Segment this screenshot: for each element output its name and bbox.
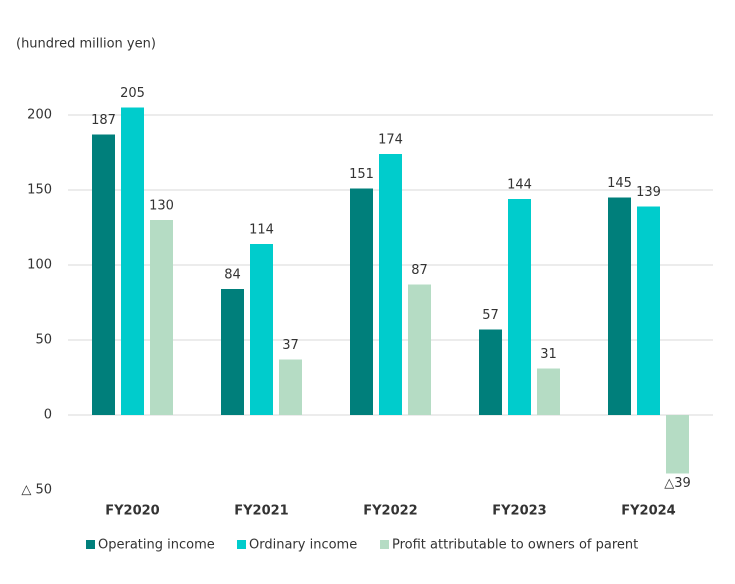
data-label: 139: [636, 185, 661, 200]
data-label: 187: [91, 113, 116, 128]
legend-swatch: [380, 540, 389, 549]
bar: [221, 289, 244, 415]
bar: [250, 244, 273, 415]
data-label: 57: [482, 308, 499, 323]
data-label: 114: [249, 223, 274, 238]
data-label: 130: [149, 199, 174, 214]
y-axis-title: (hundred million yen): [16, 37, 156, 52]
y-tick-label: 100: [27, 258, 52, 273]
bar: [479, 329, 502, 415]
bar: [350, 188, 373, 415]
legend-label: Profit attributable to owners of parent: [392, 538, 638, 553]
data-label: 87: [411, 263, 428, 278]
bar: [637, 206, 660, 415]
y-tick-label: 0: [44, 408, 52, 423]
y-tick-label: 150: [27, 183, 52, 198]
x-tick-label: FY2020: [105, 504, 159, 519]
x-tick-label: FY2021: [234, 504, 288, 519]
y-tick-label: 200: [27, 108, 52, 123]
data-label: 205: [120, 86, 145, 101]
data-label: 145: [607, 176, 632, 191]
bar: [379, 154, 402, 415]
data-label: 31: [540, 347, 557, 362]
data-label: △39: [664, 476, 691, 491]
data-label: 144: [507, 178, 532, 193]
bar: [92, 134, 115, 415]
y-tick-label: △ 50: [21, 483, 52, 498]
legend-swatch: [237, 540, 246, 549]
x-tick-label: FY2023: [492, 504, 546, 519]
x-tick-label: FY2022: [363, 504, 417, 519]
bar: [121, 107, 144, 415]
bar: [608, 197, 631, 415]
data-label: 151: [349, 167, 374, 182]
data-label: 84: [224, 268, 241, 283]
bar: [279, 359, 302, 415]
data-label: 174: [378, 133, 403, 148]
bar: [666, 415, 689, 474]
bar: [150, 220, 173, 415]
x-tick-label: FY2024: [621, 504, 675, 519]
legend-swatch: [86, 540, 95, 549]
bar: [537, 368, 560, 415]
bar: [408, 284, 431, 415]
legend-label: Operating income: [98, 538, 215, 553]
y-tick-label: 50: [35, 333, 52, 348]
legend-label: Ordinary income: [249, 538, 357, 553]
bar: [508, 199, 531, 415]
data-label: 37: [282, 338, 299, 353]
